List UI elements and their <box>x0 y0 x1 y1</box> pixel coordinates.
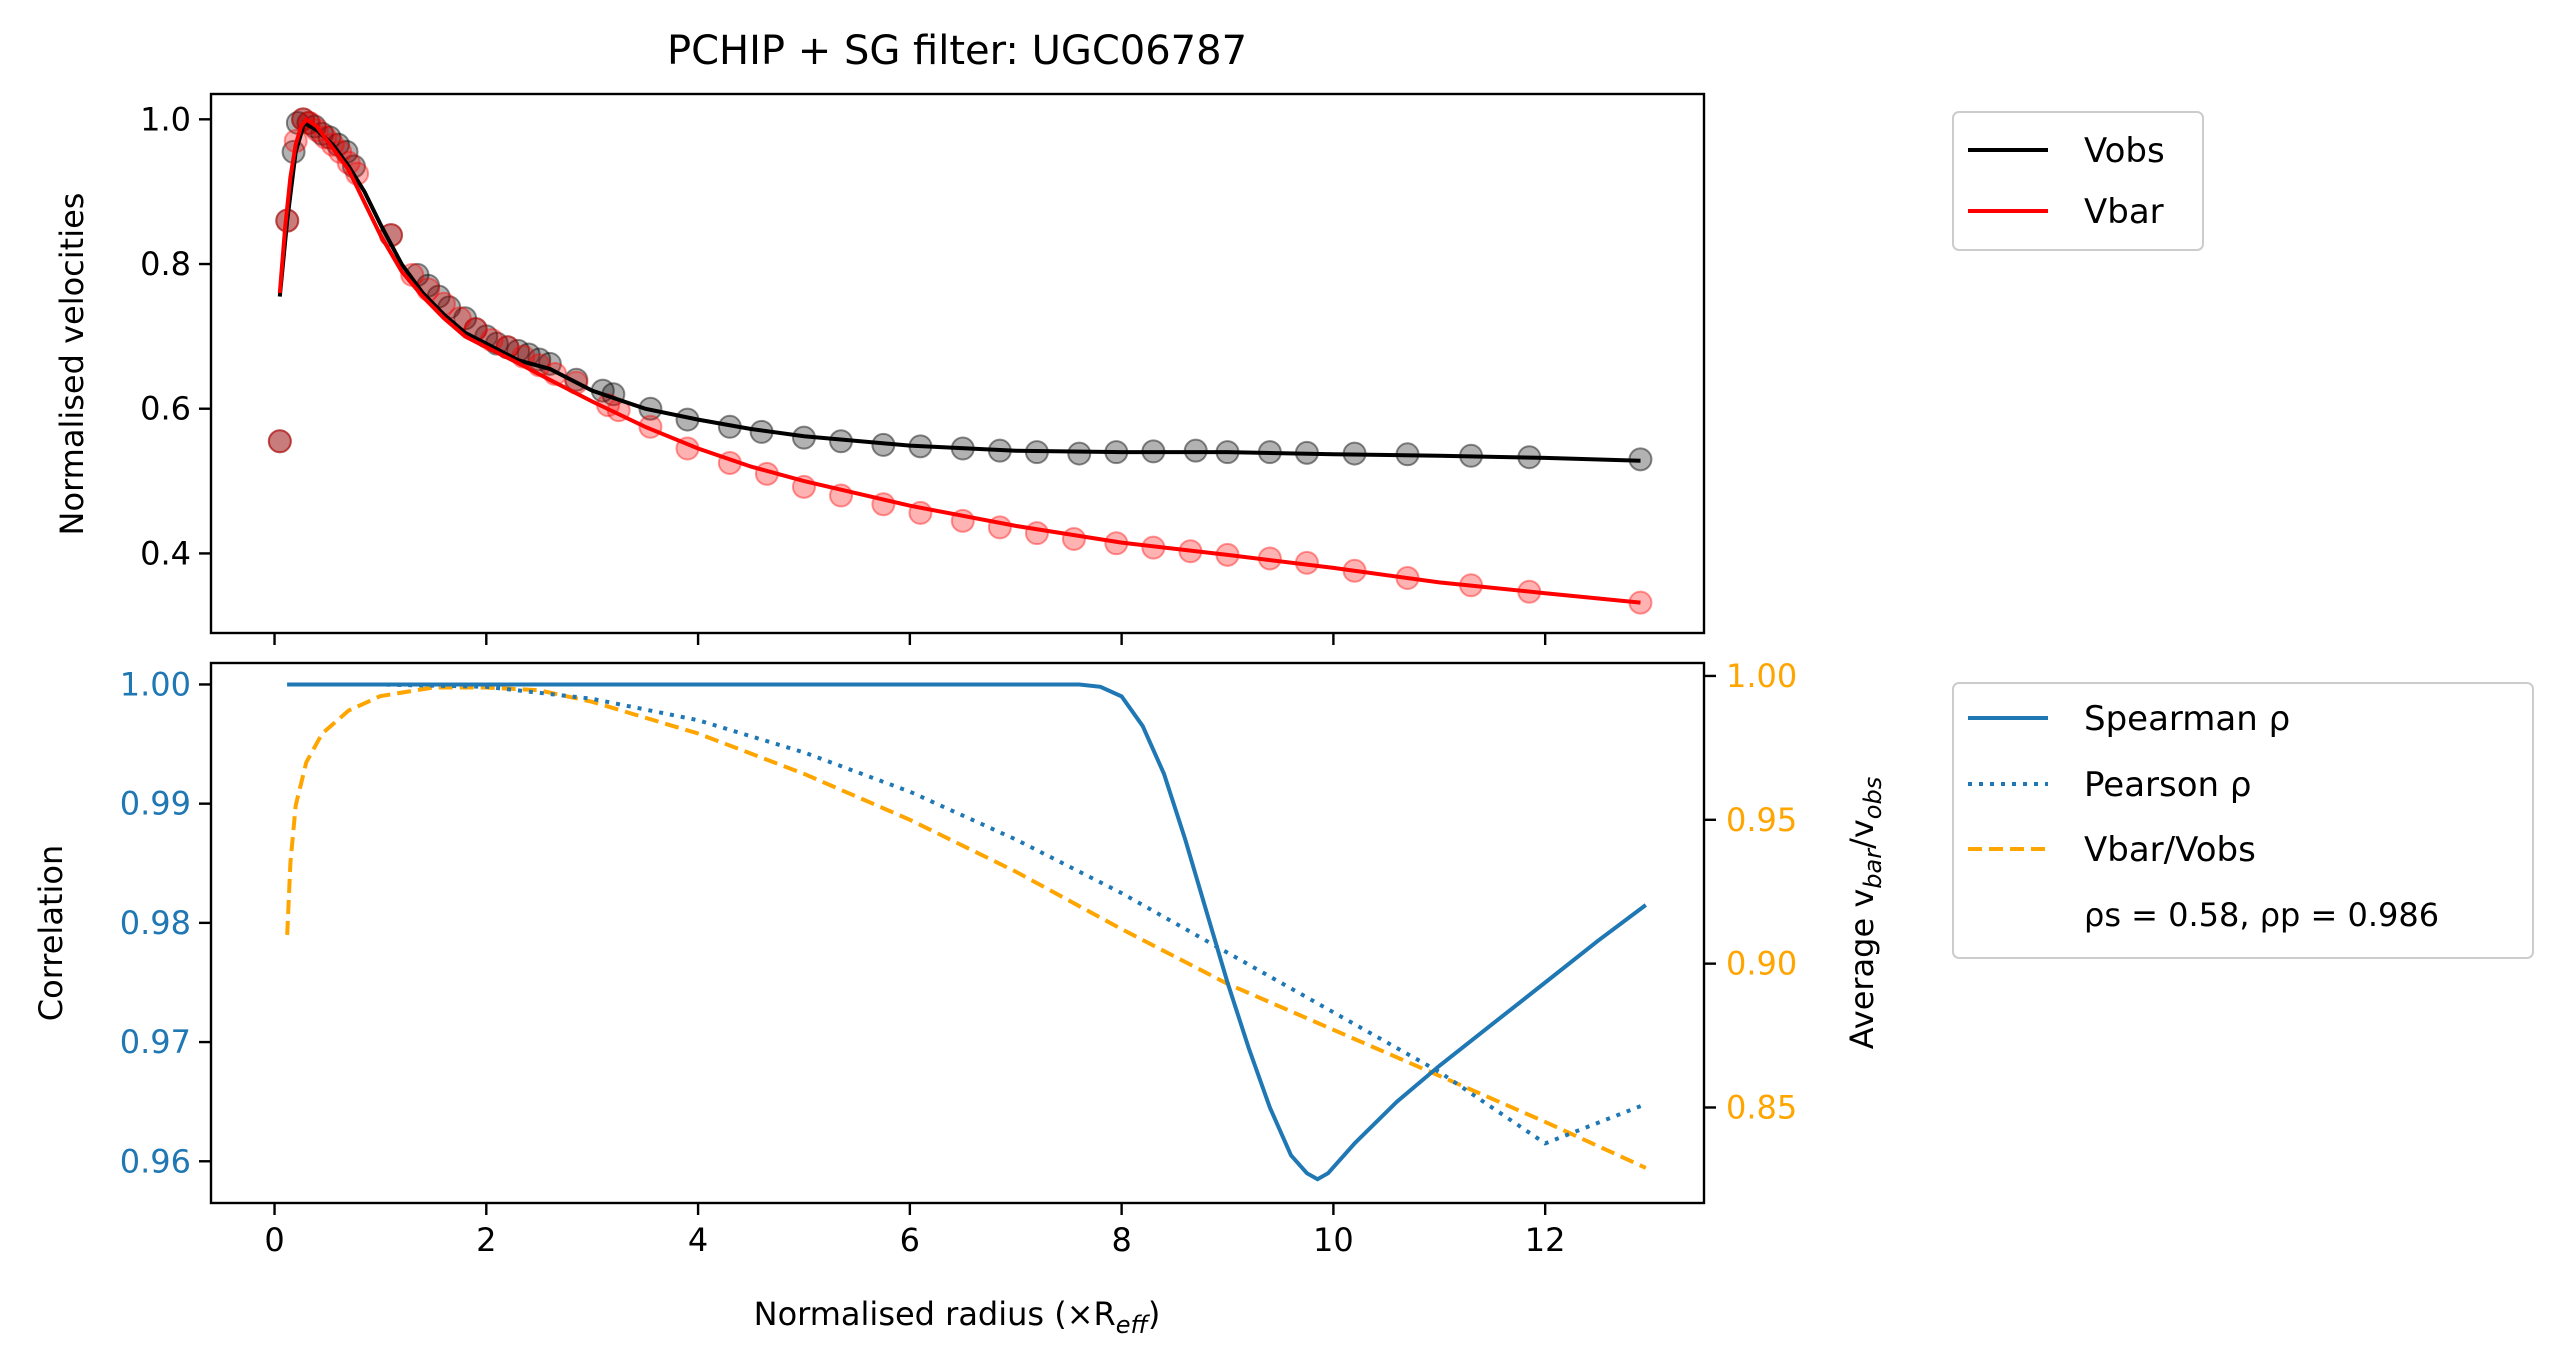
legend-note: ρs = 0.58, ρp = 0.986 <box>2084 896 2439 934</box>
top-axes-frame <box>209 92 1706 635</box>
top-y-axis-label: Normalised velocities <box>53 193 91 536</box>
vobs-point <box>453 306 478 331</box>
ratio-line <box>285 685 1647 1170</box>
right-label-sub2: obs <box>1859 777 1887 819</box>
bottom-legend: Spearman ρ Pearson ρ Vbar/Vobs ρs = 0.58… <box>1952 682 2534 959</box>
bottom-x-tick-label: 10 <box>1313 1221 1354 1259</box>
bottom-axes-frame <box>209 661 1706 1205</box>
bottom-x-tick-label: 6 <box>900 1221 920 1259</box>
bottom-left-y-tick-label: 0.98 <box>120 904 191 942</box>
legend-label-vbar: Vbar <box>2084 192 2164 232</box>
bottom-left-y-ticks: 0.96 0.97 0.98 0.99 1.00 <box>120 665 211 1180</box>
bottom-left-y-axis-label: Correlation <box>32 845 70 1021</box>
chart-title: PCHIP + SG filter: UGC06787 <box>667 28 1247 74</box>
legend-label-spearman: Spearman ρ <box>2084 699 2290 739</box>
bottom-right-y-tick-label: 1.00 <box>1726 657 1797 695</box>
bottom-right-y-ticks: 0.85 0.90 0.95 1.00 <box>1704 657 1797 1126</box>
bottom-right-y-tick-label: 0.95 <box>1726 801 1797 839</box>
top-x-ticks <box>273 633 1547 645</box>
vbar-point <box>1024 521 1049 546</box>
right-label-sub1: bar <box>1859 847 1887 889</box>
bottom-right-y-tick-label: 0.85 <box>1726 1088 1797 1126</box>
bottom-x-ticks: 0 2 4 6 8 10 12 <box>264 1203 1566 1259</box>
x-label-end: ) <box>1148 1295 1160 1333</box>
top-legend-box <box>1952 111 2204 251</box>
bottom-right-y-axis-label: Average vbar/vobs <box>1843 777 1887 1049</box>
x-label-sub: eff <box>1116 1311 1151 1339</box>
bottom-right-y-tick-label: 0.90 <box>1726 945 1797 983</box>
x-label-main: Normalised radius (×R <box>754 1295 1116 1333</box>
legend-label-pearson: Pearson ρ <box>2084 765 2251 805</box>
pearson-line <box>287 682 1647 1146</box>
bottom-panel: 0.96 0.97 0.98 0.99 1.00 0.85 0.90 0.95 1.00 0 2… <box>32 657 1887 1339</box>
bottom-legend-box <box>1952 682 2534 959</box>
top-y-tick-label: 0.8 <box>140 245 191 283</box>
top-y-ticks: 0.4 0.6 0.8 1.0 <box>140 100 211 572</box>
top-y-tick-label: 0.4 <box>140 534 191 572</box>
right-label-pre: Average v <box>1843 889 1881 1050</box>
vbar-point <box>267 429 292 454</box>
bottom-x-tick-label: 4 <box>688 1221 708 1259</box>
bottom-left-y-tick-label: 0.97 <box>120 1023 191 1061</box>
vobs-point <box>317 125 342 150</box>
vbar-line <box>277 116 1641 605</box>
legend-label-vobs: Vobs <box>2084 131 2165 171</box>
bottom-left-y-tick-label: 1.00 <box>120 665 191 703</box>
top-panel: PCHIP + SG filter: UGC06787 0.4 0.6 0.8 1.0… <box>53 28 1706 645</box>
right-label-mid: /v <box>1843 819 1881 849</box>
bottom-x-tick-label: 12 <box>1525 1221 1566 1259</box>
legend-label-ratio: Vbar/Vobs <box>2084 830 2256 870</box>
bottom-x-tick-label: 8 <box>1111 1221 1131 1259</box>
top-y-tick-label: 0.6 <box>140 390 191 428</box>
vbar-point <box>1061 526 1086 551</box>
top-y-tick-label: 1.0 <box>140 100 191 138</box>
top-legend: Vobs Vbar <box>1952 111 2204 251</box>
bottom-left-y-tick-label: 0.99 <box>120 785 191 823</box>
vobs-point <box>267 429 292 454</box>
x-axis-label: Normalised radius (×Reff) <box>754 1295 1161 1339</box>
top-plot-area <box>267 107 1653 615</box>
bottom-x-tick-label: 2 <box>476 1221 496 1259</box>
bottom-left-y-tick-label: 0.96 <box>120 1142 191 1180</box>
bottom-plot-area <box>285 682 1647 1182</box>
spearman-line <box>287 682 1647 1182</box>
bottom-x-tick-label: 0 <box>264 1221 284 1259</box>
